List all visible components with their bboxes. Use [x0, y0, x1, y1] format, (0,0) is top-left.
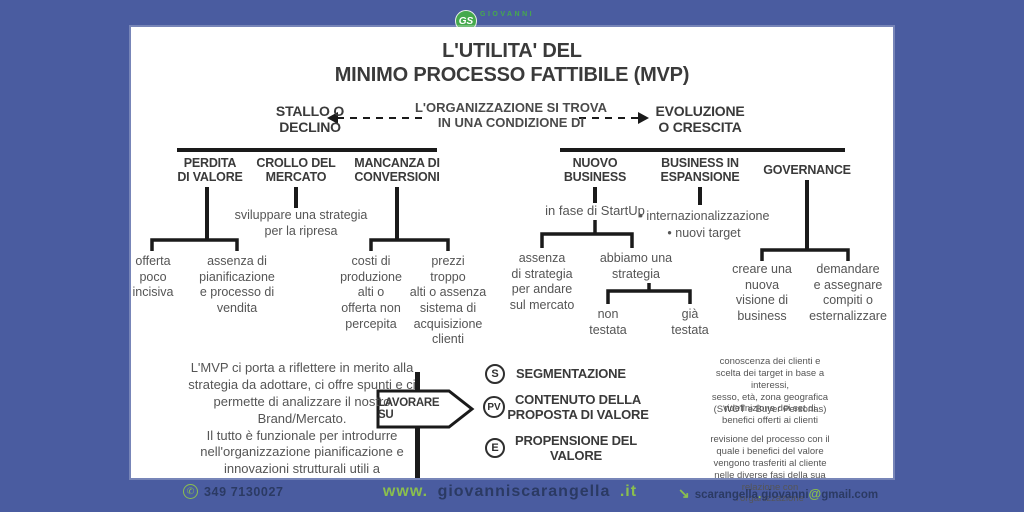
- website-domain: giovanniscarangella: [437, 483, 611, 500]
- badge-segmentazione: S: [485, 364, 505, 384]
- list-espansione-bullets: • internazionalizzazione • nuovi target: [638, 209, 770, 240]
- description-propensione-valore: revisione del processo con il quale i be…: [710, 434, 830, 505]
- leaf-non-testata: non testata: [589, 307, 627, 337]
- website-tld: .it: [619, 483, 638, 500]
- node-perdita-di-valore: PERDITA DI VALORE: [177, 156, 243, 185]
- email-address: scarangella.giovanni@gmail.com: [694, 486, 879, 501]
- website-link[interactable]: www. giovanniscarangella .it: [383, 483, 637, 501]
- website-prefix: www.: [382, 483, 429, 500]
- signpost-arrow: [376, 389, 475, 429]
- email-link[interactable]: ↘ scarangella.giovanni@gmail.com: [678, 485, 878, 502]
- arrow-right-icon: [638, 112, 649, 124]
- note-sviluppare-strategia: sviluppare una strategia per la ripresa: [234, 208, 368, 238]
- leaf-assenza-pianificazione: assenza di pianificazione e processo di …: [199, 254, 275, 315]
- node-evoluzione-o-crescita: EVOLUZIONE O CRESCITA: [655, 103, 745, 136]
- node-business-in-espansione: BUSINESS IN ESPANSIONE: [660, 156, 740, 185]
- connector-lines: [150, 112, 850, 478]
- sign-lavorare-su: LAVORARE SU: [378, 397, 440, 421]
- node-nuovo-business: NUOVO BUSINESS: [563, 156, 627, 185]
- node-stallo-o-declino: STALLO O DECLINO: [275, 103, 345, 136]
- label-segmentazione: SEGMENTAZIONE: [516, 366, 626, 381]
- leaf-demandare-assegnare: demandare e assegnare compiti o esternal…: [809, 262, 887, 323]
- phone-number: 349 7130027: [204, 484, 284, 499]
- description-segmentazione: conoscenza dei clienti e scelta dei targ…: [711, 356, 829, 415]
- description-contenuto-proposta: ridefinizione dei set di benefici offert…: [722, 403, 818, 426]
- leaf-prezzi-troppo-alti: prezzi troppo alti o assenza sistema di …: [409, 254, 487, 347]
- leaf-assenza-strategia: assenza di strategia per andare sul merc…: [509, 251, 575, 312]
- label-contenuto-proposta: CONTENUTO DELLA PROPOSTA DI VALORE: [507, 392, 649, 422]
- badge-proposta-valore: PV: [483, 396, 505, 418]
- diagram-panel: L'UTILITA' DEL MINIMO PROCESSO FATTIBILE…: [131, 27, 893, 504]
- arrow-left-icon: [327, 112, 338, 124]
- leaf-offerta-poco-incisiva: offerta poco incisiva: [132, 254, 174, 300]
- node-crollo-del-mercato: CROLLO DEL MERCATO: [256, 156, 336, 185]
- leaf-gia-testata: già testata: [671, 307, 709, 337]
- label-propensione-valore: PROPENSIONE DEL VALORE: [515, 433, 637, 463]
- brand-first-name: GIOVANNI: [480, 11, 535, 18]
- node-governance: GOVERNANCE: [763, 163, 851, 177]
- node-mancanza-di-conversioni: MANCANZA DI CONVERSIONI: [354, 156, 440, 185]
- note-in-fase-di-startup: in fase di StartUp: [545, 203, 645, 218]
- whatsapp-icon: ✆: [183, 484, 198, 499]
- leaf-creare-nuova-visione: creare una nuova visione di business: [732, 262, 792, 323]
- email-arrow-icon: ↘: [678, 485, 690, 501]
- leaf-costi-produzione: costi di produzione alti o offerta non p…: [340, 254, 402, 331]
- page-title: L'UTILITA' DEL MINIMO PROCESSO FATTIBILE…: [334, 40, 690, 86]
- phone-contact[interactable]: ✆ 349 7130027: [183, 484, 284, 499]
- badge-propensione: E: [485, 438, 505, 458]
- mvp-paragraph: L'MVP ci porta a riflettere in merito al…: [188, 360, 416, 477]
- node-condizione: L'ORGANIZZAZIONE SI TROVA IN UNA CONDIZI…: [414, 100, 608, 131]
- leaf-abbiamo-una-strategia: abbiamo una strategia: [599, 251, 673, 281]
